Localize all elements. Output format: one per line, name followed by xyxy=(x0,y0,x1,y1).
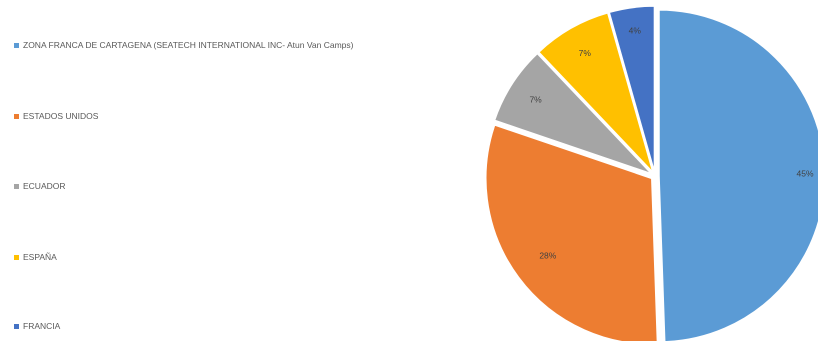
pie-slice xyxy=(493,52,653,175)
slice-label: 4% xyxy=(629,26,642,36)
legend-swatch xyxy=(14,183,19,189)
legend-item: FRANCIA xyxy=(14,319,60,333)
legend-label: ZONA FRANCA DE CARTAGENA (SEATECH INTERN… xyxy=(23,40,354,50)
slice-label: 28% xyxy=(539,251,556,261)
legend-item: ESPAÑA xyxy=(14,250,57,264)
pie-slice xyxy=(537,11,654,174)
legend-item: ECUADOR xyxy=(14,179,66,193)
legend-swatch xyxy=(14,42,19,48)
legend-item: ESTADOS UNIDOS xyxy=(14,109,98,123)
legend-swatch xyxy=(14,113,19,119)
chart-legend: ZONA FRANCA DE CARTAGENA (SEATECH INTERN… xyxy=(14,0,454,341)
legend-swatch xyxy=(14,254,19,260)
legend-label: ESTADOS UNIDOS xyxy=(23,111,99,121)
legend-item: ZONA FRANCA DE CARTAGENA (SEATECH INTERN… xyxy=(14,38,353,52)
slice-label: 7% xyxy=(529,95,542,105)
slice-label: 7% xyxy=(579,48,592,58)
legend-label: ESPAÑA xyxy=(23,252,57,262)
legend-label: ECUADOR xyxy=(23,181,66,191)
slice-label: 45% xyxy=(797,168,814,178)
pie-slice xyxy=(658,9,818,341)
legend-label: FRANCIA xyxy=(23,321,61,331)
pie-slice xyxy=(608,5,656,173)
legend-swatch xyxy=(14,323,19,329)
